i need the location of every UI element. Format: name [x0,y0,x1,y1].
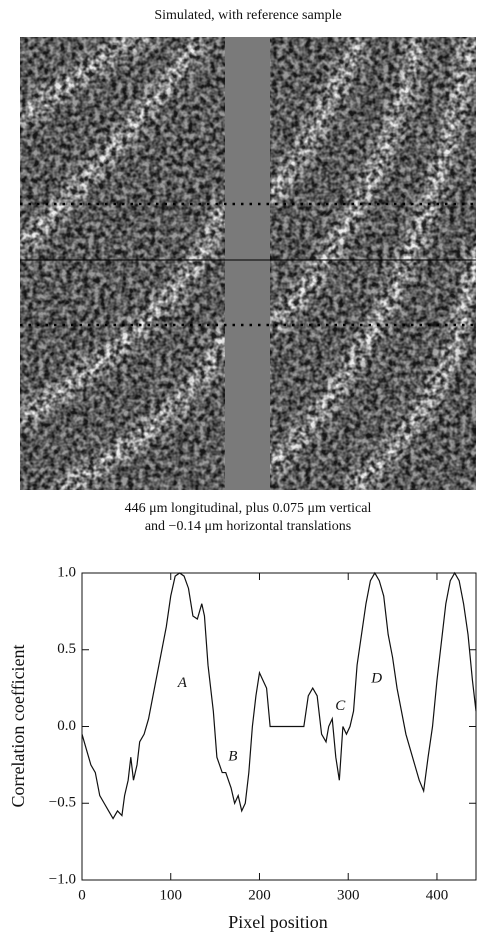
annotation: D [370,670,382,686]
x-tick-label: 400 [426,887,449,903]
x-axis-label: Pixel position [228,912,328,932]
x-tick-label: 200 [248,887,271,903]
speckle-image [20,37,476,490]
annotation: A [177,675,188,691]
y-axis-label: Correlation coefficient [8,644,28,807]
caption-line: 446 μm longitudinal, plus 0.075 μm verti… [125,501,372,516]
x-tick-label: 0 [78,887,86,903]
data-line [81,571,477,820]
y-tick-label: 1.0 [57,564,76,580]
y-tick-label: −0.5 [49,795,76,811]
caption-line: and −0.14 μm horizontal translations [145,519,351,534]
y-tick-label: 0.5 [57,641,76,657]
annotation: C [335,698,346,714]
image-title: Simulated, with reference sample [154,8,341,23]
y-tick-label: −1.0 [49,871,76,887]
y-tick-label: 0.0 [57,718,76,734]
annotation: B [228,749,237,765]
x-tick-label: 300 [337,887,360,903]
x-tick-label: 100 [159,887,182,903]
